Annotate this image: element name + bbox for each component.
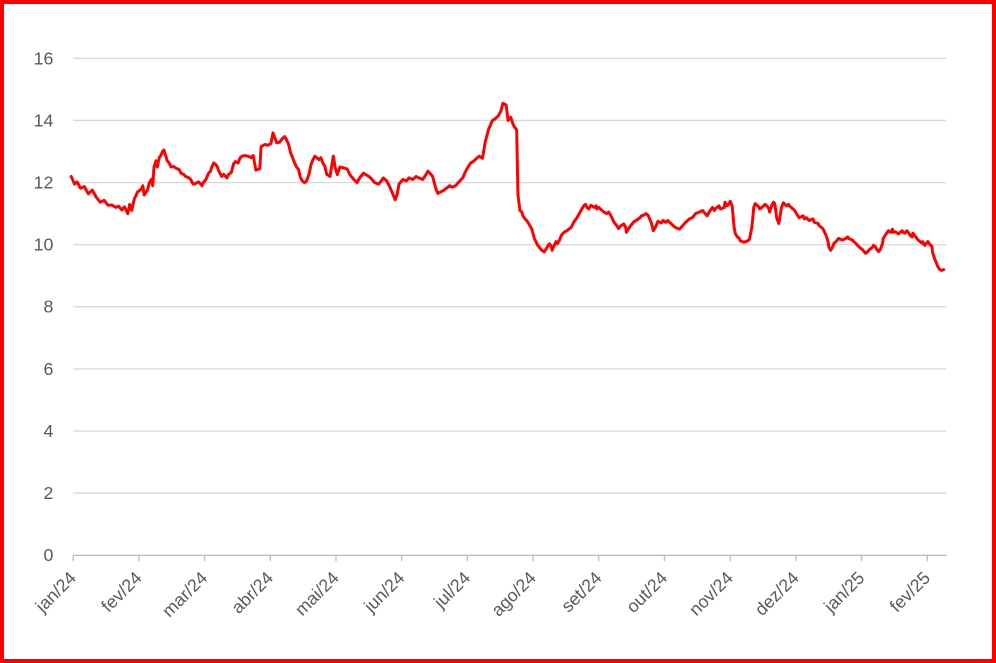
x-tick-label: mar/24	[158, 568, 211, 621]
y-tick-label: 8	[44, 297, 54, 317]
y-tick-label: 0	[44, 545, 54, 565]
x-tick-label: jan/25	[819, 568, 868, 617]
x-tick-label: set/24	[557, 568, 605, 616]
y-tick-label: 6	[44, 359, 54, 379]
x-tick-label: nov/24	[685, 568, 737, 620]
line-chart: 0 2 4 6 8 10 12 14 16 jan/24 fev/24 mar/24 abr/24 mai…	[31, 48, 947, 621]
x-tick-label: jul/24	[429, 568, 474, 613]
x-tick-label: jan/24	[31, 568, 80, 617]
x-tick-label: fev/24	[97, 568, 145, 616]
y-tick-label: 10	[34, 235, 54, 255]
x-tick-label: jun/24	[359, 568, 408, 617]
x-tick-label: out/24	[622, 568, 671, 617]
y-tick-label: 12	[34, 173, 54, 193]
y-tick-label: 4	[44, 421, 54, 441]
x-tick-label: mai/24	[291, 568, 343, 620]
y-tick-label: 16	[34, 48, 54, 68]
x-tick-label: abr/24	[227, 568, 277, 618]
x-tick-label: ago/24	[487, 568, 540, 621]
price-line-series	[69, 101, 946, 272]
y-tick-label: 14	[34, 110, 54, 130]
x-tick-label: fev/25	[886, 568, 934, 616]
x-tick-label: dez/24	[751, 568, 803, 620]
y-tick-label: 2	[44, 483, 54, 503]
